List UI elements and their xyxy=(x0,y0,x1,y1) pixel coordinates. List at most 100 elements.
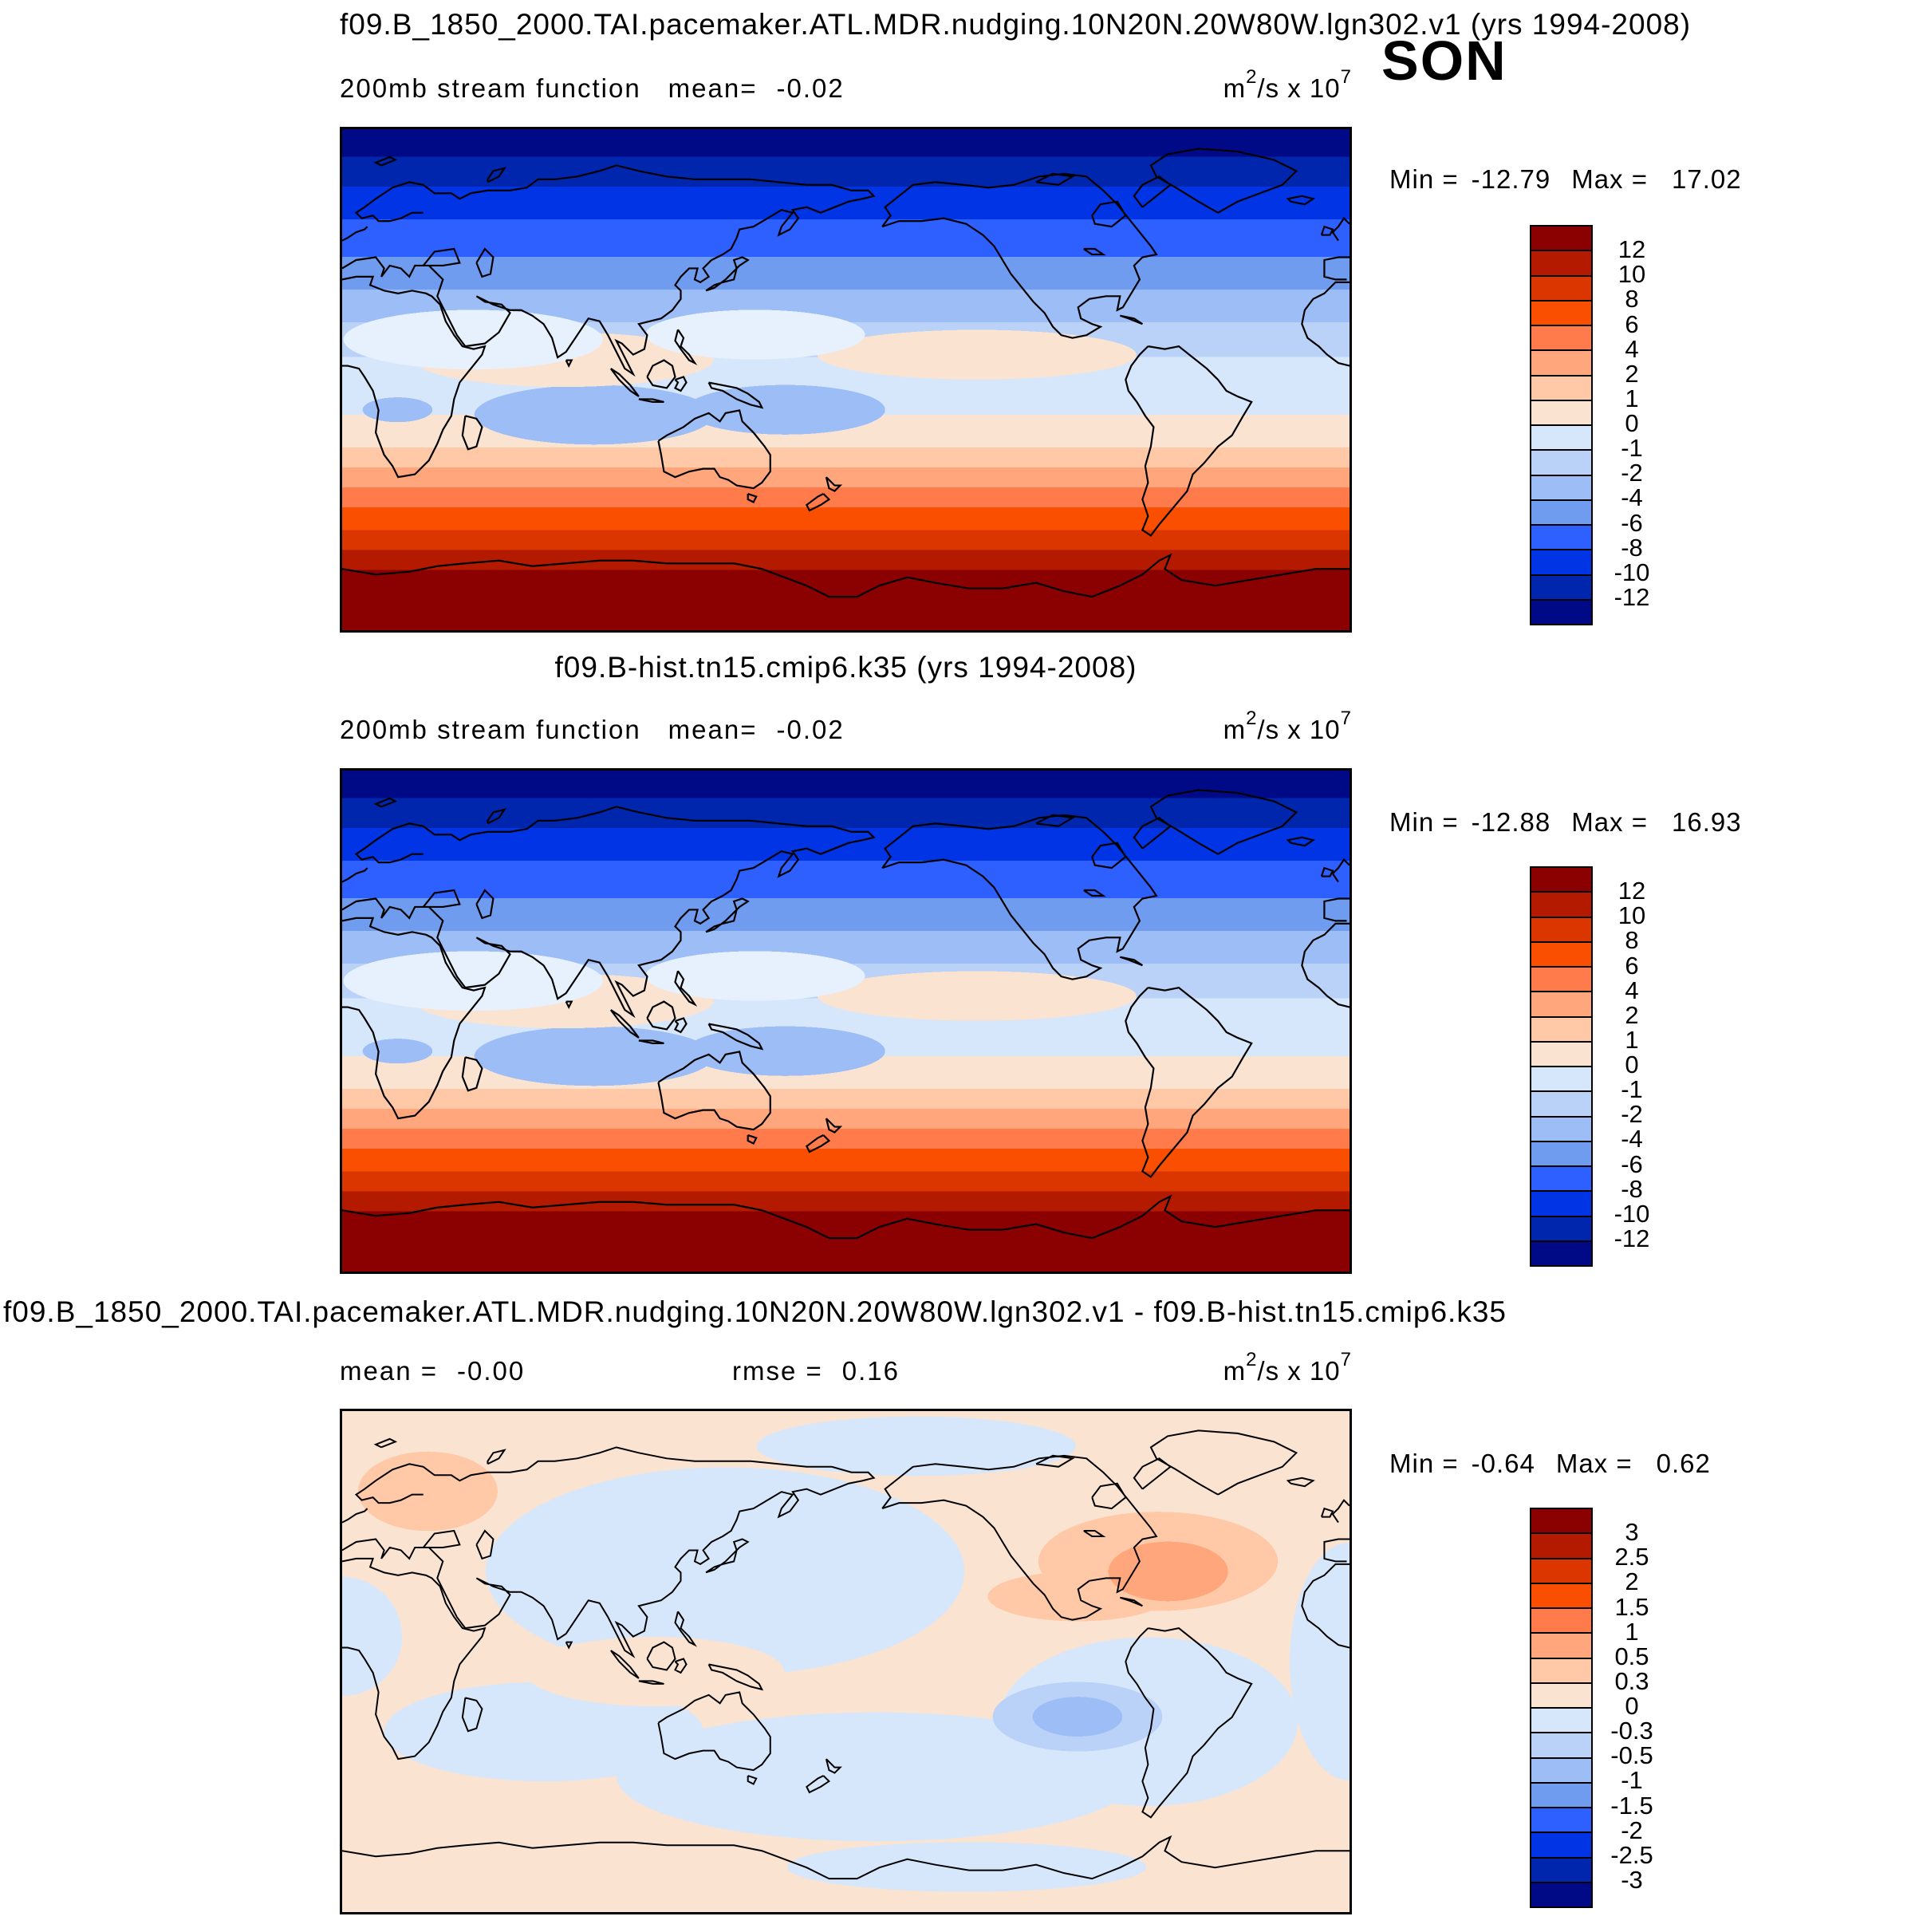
colorbar-block xyxy=(1531,1509,1591,1533)
panel2-title: f09.B-hist.tn15.cmip6.k35 (yrs 1994-2008… xyxy=(554,651,1137,684)
panel3-rmse: rmse = 0.16 xyxy=(732,1356,900,1386)
colorbar-tick-label: 12 xyxy=(1617,877,1646,905)
coastline-svg xyxy=(342,1411,1350,1912)
max-value: 16.93 xyxy=(1672,807,1742,837)
colorbar-tick-label: -1 xyxy=(1621,1766,1643,1795)
panel2-variable-mean: 200mb stream function mean= -0.02 xyxy=(340,715,845,745)
units-base: m xyxy=(1223,73,1247,103)
mean-label: mean = xyxy=(340,1356,438,1386)
panel1-minmax: Min = -12.79 Max = 17.02 xyxy=(1389,164,1742,195)
colorbar-tick-label: 2 xyxy=(1625,1000,1639,1029)
units-exponent: 7 xyxy=(1340,1349,1352,1370)
colorbar-tick-label: 6 xyxy=(1625,951,1639,980)
units-base: m xyxy=(1223,715,1247,744)
colorbar-block xyxy=(1531,549,1591,574)
units-mid: /s x 10 xyxy=(1257,73,1341,103)
units-exponent: 7 xyxy=(1340,66,1352,88)
colorbar-tick-label: -6 xyxy=(1621,508,1643,537)
mean-value: -0.02 xyxy=(776,73,845,103)
colorbar-tick-label: -1 xyxy=(1621,1075,1643,1104)
units-label: m2/s x 107 xyxy=(1223,708,1352,745)
mean-value: -0.00 xyxy=(457,1356,526,1386)
colorbar-block xyxy=(1531,1881,1591,1906)
colorbar-block xyxy=(1531,1240,1591,1265)
colorbar-tick-label: 0 xyxy=(1625,1692,1639,1720)
colorbar-panel-3 xyxy=(1530,1508,1593,1908)
colorbar-block xyxy=(1531,1140,1591,1165)
colorbar-panel-1 xyxy=(1530,225,1593,625)
colorbar-block xyxy=(1531,1015,1591,1041)
colorbar-block xyxy=(1531,1165,1591,1191)
map-panel-2 xyxy=(340,768,1352,1274)
colorbar-tick-label: -2 xyxy=(1621,459,1643,487)
colorbar-block xyxy=(1531,1657,1591,1682)
colorbar-tick-label: 2 xyxy=(1625,1567,1639,1596)
colorbar-block xyxy=(1531,1190,1591,1216)
colorbar-tick-label: 1.5 xyxy=(1614,1592,1649,1621)
min-label: Min = xyxy=(1389,164,1459,194)
colorbar-block xyxy=(1531,966,1591,992)
colorbar-block xyxy=(1531,1682,1591,1707)
colorbar-tick-label: 4 xyxy=(1625,334,1639,363)
max-label: Max = xyxy=(1571,164,1648,194)
map-panel-1 xyxy=(340,127,1352,633)
colorbar-tick-label: -0.3 xyxy=(1610,1717,1653,1745)
units-exponent: 2 xyxy=(1246,708,1258,729)
mean-value: -0.02 xyxy=(776,715,845,744)
colorbar-block xyxy=(1531,325,1591,350)
units-exponent: 2 xyxy=(1246,66,1258,88)
colorbar-block xyxy=(1531,227,1591,250)
colorbar-block xyxy=(1531,1066,1591,1091)
colorbar-block xyxy=(1531,250,1591,275)
units-mid: /s x 10 xyxy=(1257,1356,1341,1386)
colorbar-tick-label: -2.5 xyxy=(1610,1840,1653,1869)
colorbar-panel-2 xyxy=(1530,866,1593,1267)
colorbar-labels-panel-3: 3 2.5 2 1.5 1 0.5 0.3 0 -0.3 -0.5 -1 -1.5 -2 -2.5 -3 xyxy=(1580,1508,1684,1905)
colorbar-block xyxy=(1531,1607,1591,1633)
units-label: m2/s x 107 xyxy=(1223,1349,1352,1386)
colorbar-block xyxy=(1531,399,1591,424)
coastlines xyxy=(342,148,1350,597)
colorbar-block xyxy=(1531,349,1591,375)
colorbar-tick-label: -4 xyxy=(1621,1125,1643,1153)
colorbar-tick-label: -12 xyxy=(1614,1224,1650,1252)
mean-label: mean= xyxy=(668,715,758,744)
min-value: -0.64 xyxy=(1471,1449,1535,1478)
colorbar-tick-label: 6 xyxy=(1625,310,1639,338)
colorbar-block xyxy=(1531,1557,1591,1583)
colorbar-block xyxy=(1531,1115,1591,1141)
colorbar-block xyxy=(1531,940,1591,966)
colorbar-block xyxy=(1531,1831,1591,1857)
colorbar-block xyxy=(1531,524,1591,550)
variable-label: 200mb stream function xyxy=(340,73,641,103)
colorbar-tick-label: -1.5 xyxy=(1610,1791,1653,1820)
colorbar-tick-label: 0.5 xyxy=(1614,1642,1649,1670)
coastlines xyxy=(342,790,1350,1238)
colorbar-block xyxy=(1531,1215,1591,1240)
rmse-label: rmse = xyxy=(732,1356,823,1386)
colorbar-block xyxy=(1531,299,1591,325)
colorbar-tick-label: -10 xyxy=(1614,558,1650,586)
colorbar-tick-label: -6 xyxy=(1621,1149,1643,1178)
panel1-title: f09.B_1850_2000.TAI.pacemaker.ATL.MDR.nu… xyxy=(340,8,1692,41)
colorbar-block xyxy=(1531,868,1591,892)
panel3-minmax: Min = -0.64 Max = 0.62 xyxy=(1389,1449,1711,1479)
colorbar-tick-label: 10 xyxy=(1617,901,1646,930)
max-label: Max = xyxy=(1555,1449,1633,1478)
colorbar-block xyxy=(1531,449,1591,475)
panel3-title: f09.B_1850_2000.TAI.pacemaker.ATL.MDR.nu… xyxy=(3,1295,1507,1328)
panel3-subtitle: mean = -0.00 rmse = 0.16 m2/s x 107 xyxy=(340,1349,1352,1386)
season-label: SON xyxy=(1381,30,1507,92)
colorbar-tick-label: 10 xyxy=(1617,260,1646,289)
colorbar-tick-label: 4 xyxy=(1625,976,1639,1004)
variable-label: 200mb stream function xyxy=(340,715,641,744)
colorbar-block xyxy=(1531,574,1591,599)
units-mid: /s x 10 xyxy=(1257,715,1341,744)
mean-label: mean= xyxy=(668,73,758,103)
colorbar-block xyxy=(1531,1090,1591,1116)
colorbar-block xyxy=(1531,891,1591,917)
colorbar-tick-label: 1 xyxy=(1625,1617,1639,1646)
colorbar-tick-label: 2 xyxy=(1625,359,1639,388)
colorbar-block xyxy=(1531,374,1591,400)
